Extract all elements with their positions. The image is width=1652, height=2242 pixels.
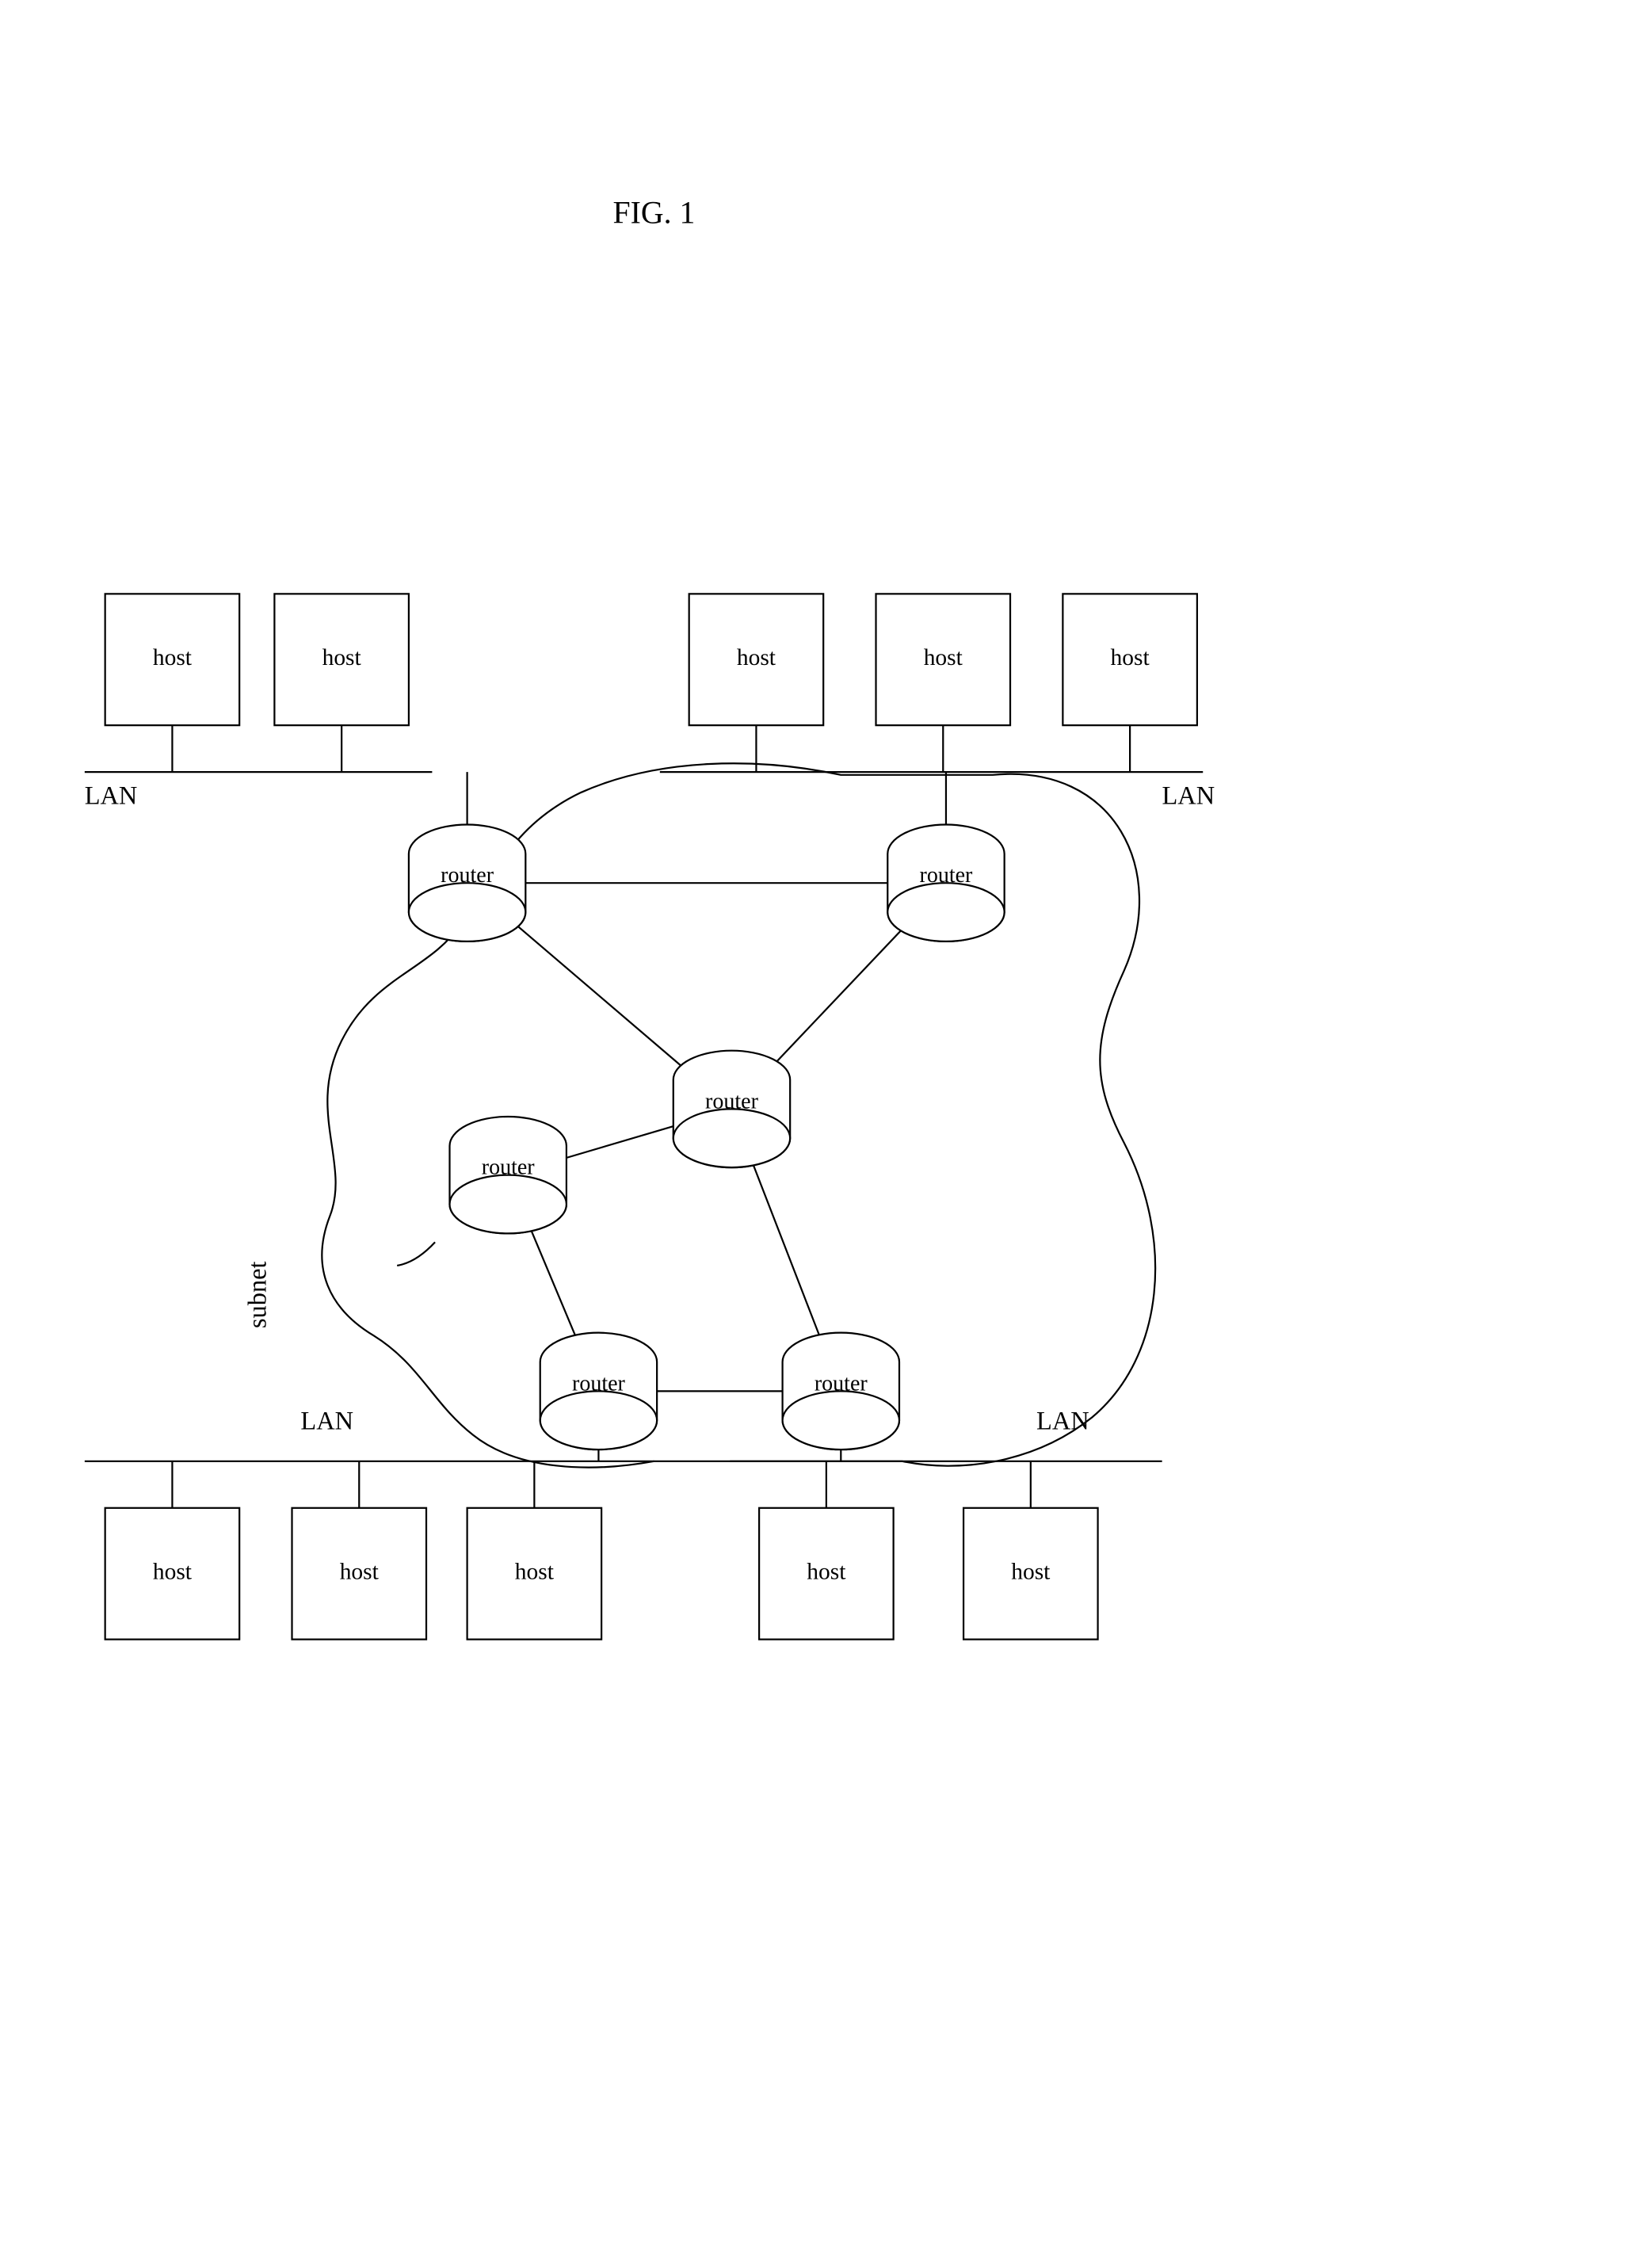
r6-label: router [920,863,974,888]
subnet-label: subnet [243,1261,272,1328]
link-r4-r6 [762,915,915,1077]
h_tr_1-label: host [807,1559,846,1584]
r3-label: router [482,1155,536,1180]
link-r3-r4 [561,1125,678,1159]
subnet-leader [397,1242,435,1265]
h_tr_2-label: host [1011,1559,1051,1584]
h_br_1-label: host [737,645,776,670]
r2-label: router [815,1371,868,1396]
lan_br-label: LAN [1162,782,1215,811]
r1-cap [540,1391,657,1449]
r6-cap [887,883,1004,941]
h_br_2-label: host [924,645,963,670]
link-r2-r4 [746,1146,826,1354]
lan_tl-label: LAN [300,1407,353,1435]
r2-cap [783,1391,899,1449]
r4-cap [673,1109,790,1167]
link-r4-r5 [502,913,696,1079]
h_br_3-label: host [1111,645,1150,670]
h_tl_2-label: host [340,1559,380,1584]
lan_bl-label: LAN [85,782,138,811]
h_bl_1-label: host [153,645,193,670]
r3-cap [449,1175,566,1234]
r5-label: router [441,863,494,888]
link-r1-r3 [524,1212,584,1354]
h_tl_3-label: host [515,1559,555,1584]
r4-label: router [705,1089,759,1113]
network-diagram: router router router router router router hos… [0,0,1652,2242]
figure-caption: FIG. 1 [613,195,696,230]
lan_tr-label: LAN [1036,1407,1089,1435]
r1-label: router [572,1371,626,1396]
h_bl_2-label: host [322,645,362,670]
r5-cap [409,883,525,941]
h_tl_1-label: host [153,1559,193,1584]
